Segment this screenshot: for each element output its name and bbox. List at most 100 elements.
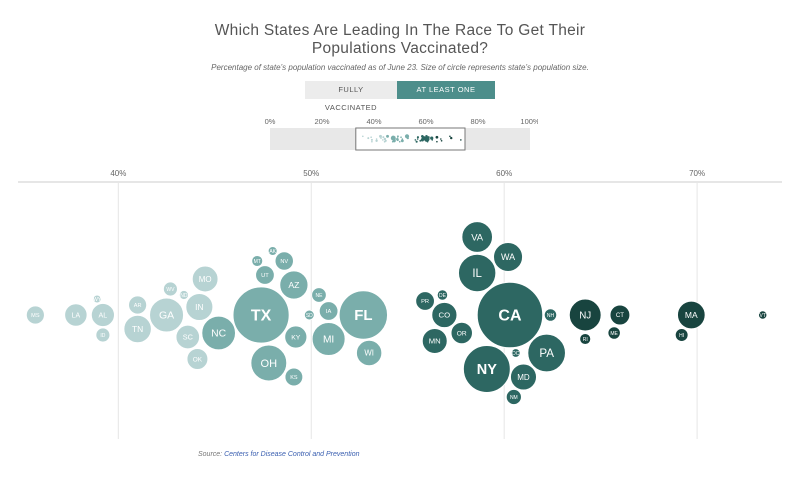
state-bubble-tn[interactable]: TN bbox=[123, 314, 152, 344]
state-bubble-id[interactable]: ID bbox=[95, 327, 111, 343]
state-circle-nj[interactable] bbox=[568, 298, 602, 332]
state-bubble-pr[interactable]: PR bbox=[415, 291, 435, 311]
state-circle-mi[interactable] bbox=[311, 322, 346, 356]
state-bubble-md[interactable]: MD bbox=[510, 363, 537, 391]
state-circle-nd[interactable] bbox=[178, 290, 189, 300]
state-bubble-sd[interactable]: SD bbox=[304, 309, 315, 321]
state-bubble-wy[interactable]: WY bbox=[92, 294, 102, 304]
state-bubble-nd[interactable]: ND bbox=[178, 290, 189, 300]
state-bubble-ma[interactable]: MA bbox=[677, 300, 706, 330]
state-bubble-il[interactable]: IL bbox=[458, 253, 497, 293]
at-least-one-dose-button[interactable]: AT LEAST ONE DOSE bbox=[397, 81, 495, 112]
state-circle-ak[interactable] bbox=[267, 246, 278, 256]
state-bubble-de[interactable]: DE bbox=[436, 289, 449, 301]
state-circle-az[interactable] bbox=[279, 270, 309, 300]
state-circle-ut[interactable] bbox=[255, 265, 275, 285]
state-bubble-ri[interactable]: RI bbox=[579, 333, 592, 345]
state-bubble-mn[interactable]: MN bbox=[421, 328, 448, 354]
state-bubble-wv[interactable]: WV bbox=[163, 281, 178, 297]
state-circle-ky[interactable] bbox=[284, 325, 308, 349]
state-circle-nv[interactable] bbox=[274, 251, 294, 271]
state-bubble-co[interactable]: CO bbox=[431, 302, 458, 328]
state-circle-ar[interactable] bbox=[128, 295, 148, 315]
state-circle-wa[interactable] bbox=[493, 242, 523, 272]
state-bubble-nc[interactable]: NC bbox=[201, 315, 236, 351]
state-circle-ok[interactable] bbox=[186, 348, 209, 370]
state-bubble-ct[interactable]: CT bbox=[609, 304, 631, 326]
state-circle-nh[interactable] bbox=[543, 308, 558, 322]
state-bubble-hi[interactable]: HI bbox=[674, 328, 689, 342]
state-circle-la[interactable] bbox=[64, 303, 88, 327]
state-bubble-me[interactable]: ME bbox=[607, 326, 621, 340]
overview-brush-chart[interactable]: 0% 20% 40% 60% 80% 100% bbox=[262, 114, 538, 154]
state-bubble-in[interactable]: IN bbox=[185, 293, 214, 321]
state-bubble-ga[interactable]: GA bbox=[149, 297, 184, 333]
state-circle-de[interactable] bbox=[436, 289, 449, 301]
state-bubble-ut[interactable]: UT bbox=[255, 265, 275, 285]
state-bubble-nj[interactable]: NJ bbox=[568, 298, 602, 332]
source-link[interactable]: Centers for Disease Control and Preventi… bbox=[224, 451, 360, 458]
state-circle-vt[interactable] bbox=[758, 310, 768, 320]
state-circle-nc[interactable] bbox=[201, 315, 236, 351]
state-bubble-oh[interactable]: OH bbox=[250, 344, 288, 382]
state-circle-wy[interactable] bbox=[92, 294, 102, 304]
state-circle-mt[interactable] bbox=[251, 255, 264, 267]
state-circle-ne[interactable] bbox=[311, 287, 327, 303]
state-circle-tx[interactable] bbox=[232, 286, 290, 344]
state-circle-tn[interactable] bbox=[123, 314, 152, 344]
state-bubble-ms[interactable]: MS bbox=[25, 305, 45, 325]
overview-selection-window[interactable] bbox=[355, 127, 466, 151]
state-circle-hi[interactable] bbox=[674, 328, 689, 342]
state-bubble-az[interactable]: AZ bbox=[279, 270, 309, 300]
state-bubble-tx[interactable]: TX bbox=[232, 286, 290, 344]
state-bubble-ca[interactable]: CA bbox=[476, 281, 544, 349]
state-bubble-ny[interactable]: NY bbox=[463, 345, 511, 393]
state-bubble-al[interactable]: AL bbox=[90, 303, 115, 327]
state-bubble-pa[interactable]: PA bbox=[527, 333, 566, 373]
state-bubble-wi[interactable]: WI bbox=[356, 339, 383, 367]
state-circle-ct[interactable] bbox=[609, 304, 631, 326]
state-bubble-la[interactable]: LA bbox=[64, 303, 88, 327]
state-circle-ms[interactable] bbox=[25, 305, 45, 325]
state-circle-nm[interactable] bbox=[505, 389, 522, 405]
state-circle-pr[interactable] bbox=[415, 291, 435, 311]
state-circle-wi[interactable] bbox=[356, 339, 383, 367]
state-bubble-mt[interactable]: MT bbox=[251, 255, 264, 267]
state-bubble-fl[interactable]: FL bbox=[338, 290, 388, 340]
state-circle-id[interactable] bbox=[95, 327, 111, 343]
state-bubble-nh[interactable]: NH bbox=[543, 308, 558, 322]
state-bubble-wa[interactable]: WA bbox=[493, 242, 523, 272]
state-circle-wv[interactable] bbox=[163, 281, 178, 297]
state-circle-ri[interactable] bbox=[579, 333, 592, 345]
state-circle-or[interactable] bbox=[450, 321, 473, 345]
state-bubble-nm[interactable]: NM bbox=[505, 389, 522, 405]
state-bubble-ar[interactable]: AR bbox=[128, 295, 148, 315]
state-circle-in[interactable] bbox=[185, 293, 214, 321]
state-circle-me[interactable] bbox=[607, 326, 621, 340]
state-bubble-sc[interactable]: SC bbox=[175, 324, 200, 350]
state-circle-mo[interactable] bbox=[191, 265, 219, 293]
state-bubble-va[interactable]: VA bbox=[461, 221, 493, 253]
state-bubble-nv[interactable]: NV bbox=[274, 251, 294, 271]
state-circle-ga[interactable] bbox=[149, 297, 184, 333]
state-circle-il[interactable] bbox=[458, 253, 497, 293]
state-circle-ia[interactable] bbox=[318, 301, 339, 321]
state-bubble-ks[interactable]: KS bbox=[284, 367, 304, 387]
state-circle-co[interactable] bbox=[431, 302, 458, 328]
state-circle-fl[interactable] bbox=[338, 290, 388, 340]
state-circle-ca[interactable] bbox=[476, 281, 544, 349]
fully-vaccinated-button[interactable]: FULLY VACCINATED bbox=[305, 81, 397, 112]
state-circle-dc[interactable] bbox=[511, 348, 521, 358]
state-circle-al[interactable] bbox=[90, 303, 115, 327]
state-circle-ma[interactable] bbox=[677, 300, 706, 330]
state-bubble-ok[interactable]: OK bbox=[186, 348, 209, 370]
state-bubble-ak[interactable]: AK bbox=[267, 246, 278, 256]
state-circle-mn[interactable] bbox=[421, 328, 448, 354]
state-bubble-vt[interactable]: VT bbox=[758, 310, 768, 320]
state-circle-sd[interactable] bbox=[304, 309, 315, 321]
state-circle-oh[interactable] bbox=[250, 344, 288, 382]
state-circle-ks[interactable] bbox=[284, 367, 304, 387]
state-bubble-dc[interactable]: DC bbox=[511, 348, 521, 358]
state-bubble-mo[interactable]: MO bbox=[191, 265, 219, 293]
state-circle-pa[interactable] bbox=[527, 333, 566, 373]
